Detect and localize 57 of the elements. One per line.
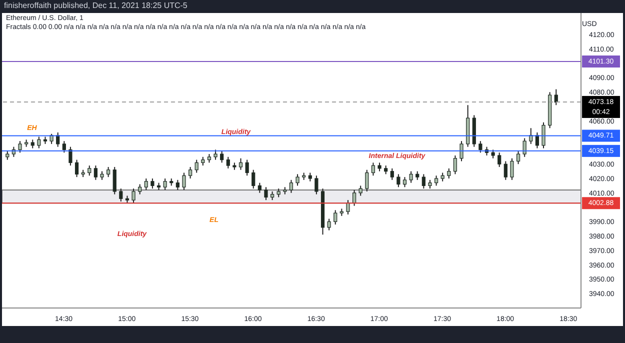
candlestick: [453, 154, 458, 175]
candlestick: [498, 152, 502, 168]
candlestick: [409, 170, 413, 184]
candlestick: [62, 140, 66, 154]
candlestick: [245, 159, 249, 176]
candlestick: [252, 169, 256, 190]
candlestick: [68, 146, 72, 166]
candlestick: [220, 150, 224, 164]
text: finisheroffaith published, Dec 11, 2021 18:25 UTC-5: [4, 1, 188, 10]
candlestick: [296, 174, 300, 186]
candlestick: [478, 140, 482, 154]
candlestick: [176, 179, 180, 190]
candlestick: [112, 166, 116, 195]
candlestick: [358, 185, 362, 196]
candlestick: [402, 176, 407, 188]
candlestick: [56, 132, 60, 148]
candlestick: [352, 190, 356, 206]
candlestick: [504, 160, 508, 180]
candlestick: [226, 156, 230, 169]
candlestick: [522, 138, 526, 158]
candlestick: [346, 200, 350, 215]
candlestick: [182, 172, 186, 190]
candlestick: [554, 88, 558, 106]
candlestick: [74, 159, 79, 178]
candlestick: [194, 159, 198, 174]
candlestick: [119, 188, 123, 202]
candlestick: [50, 133, 54, 144]
candlestick: [460, 140, 464, 162]
candlestick: [314, 175, 318, 195]
candlestick: [37, 136, 41, 149]
candlestick: [396, 174, 400, 188]
candlestick: [365, 169, 369, 192]
candlestick: [163, 178, 167, 190]
candlestick: [150, 178, 154, 190]
candlestick: [516, 150, 520, 165]
candlestick: [238, 158, 243, 170]
candlestick: [18, 140, 22, 154]
candlestick: [214, 149, 218, 160]
candlestick: [94, 165, 98, 180]
candlestick: [144, 178, 148, 190]
candlestick: [390, 168, 394, 180]
candlestick: [188, 166, 192, 179]
candlestick: [88, 165, 92, 176]
candlestick: [132, 188, 136, 204]
candlestick: [447, 168, 451, 179]
candlestick: [422, 174, 426, 190]
candlestick: [327, 218, 331, 231]
candlestick: [434, 175, 438, 186]
candlestick: [510, 158, 514, 180]
candlestick: [289, 179, 294, 194]
candlestick: [334, 210, 338, 226]
candlestick: [106, 166, 110, 178]
candlestick: [138, 184, 142, 195]
candlestick: [264, 186, 268, 201]
candlestick: [542, 122, 546, 149]
candlestick: [371, 162, 376, 176]
candlestick: [258, 182, 262, 194]
